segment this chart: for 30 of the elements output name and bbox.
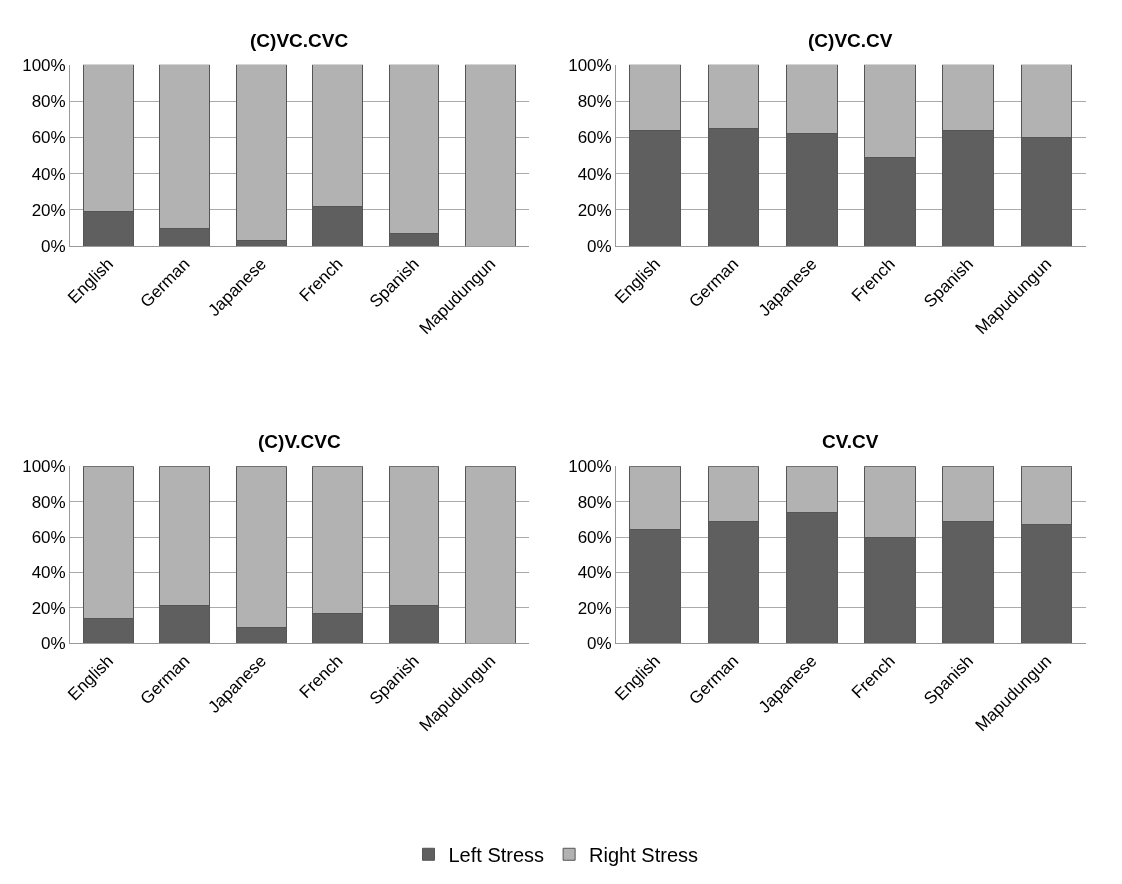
y-tick-label: 20% <box>577 598 612 618</box>
y-tick-label: 20% <box>31 598 66 618</box>
y-tick-label: 40% <box>31 563 66 583</box>
y-tick-label: 60% <box>577 128 612 148</box>
y-tick-label: 100% <box>568 55 612 75</box>
legend-label: Right Stress <box>589 844 699 867</box>
legend-label: Left Stress <box>448 844 545 867</box>
y-tick-label: 60% <box>577 527 612 547</box>
y-tick-label: 80% <box>31 91 66 111</box>
chart-title: (C)VC.CVC <box>250 30 349 51</box>
y-tick-label: 60% <box>31 527 66 547</box>
y-tick-label: 100% <box>22 55 66 75</box>
y-tick-label: 0% <box>587 237 612 257</box>
chart-title: CV.CV <box>822 431 879 452</box>
y-tick-label: 40% <box>31 164 66 184</box>
y-tick-label: 20% <box>31 200 66 220</box>
y-tick-label: 100% <box>568 457 612 477</box>
y-tick-label: 40% <box>577 563 612 583</box>
y-tick-label: 0% <box>41 634 66 654</box>
y-tick-label: 20% <box>577 200 612 220</box>
y-tick-label: 100% <box>22 457 66 477</box>
y-tick-label: 0% <box>587 634 612 654</box>
y-tick-label: 60% <box>31 128 66 148</box>
chart-title: (C)VC.CV <box>808 30 893 51</box>
y-tick-label: 80% <box>577 91 612 111</box>
chart-title: (C)V.CVC <box>258 431 341 452</box>
y-tick-label: 0% <box>41 237 66 257</box>
y-tick-label: 80% <box>577 492 612 512</box>
y-tick-label: 80% <box>31 492 66 512</box>
y-tick-label: 40% <box>577 164 612 184</box>
